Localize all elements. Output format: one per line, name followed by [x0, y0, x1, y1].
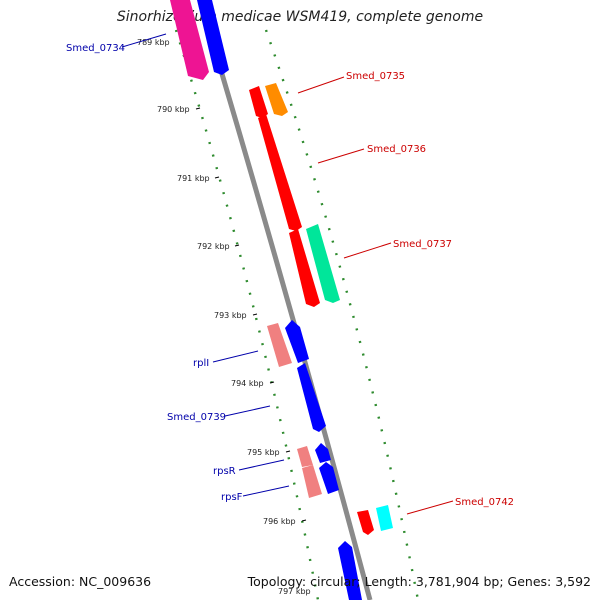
- gene-smed-0735-red[interactable]: [249, 86, 268, 118]
- label-rpll[interactable]: rplI: [193, 358, 209, 369]
- label-smed-0734[interactable]: Smed_0734: [66, 43, 125, 54]
- leader-lines: [121, 33, 454, 515]
- gc-track-outer: [264, 29, 420, 600]
- tick-793kbp: 793 kbp: [214, 311, 247, 320]
- genome-summary: Topology: circular; Length: 3,781,904 bp…: [247, 574, 591, 589]
- tick-790kbp: 790 kbp: [157, 105, 190, 114]
- gene-smed-0734-pink[interactable]: [170, 0, 209, 80]
- tick-792kbp: 792 kbp: [197, 242, 230, 251]
- tick-796kbp: 796 kbp: [263, 517, 296, 526]
- label-smed-0742[interactable]: Smed_0742: [455, 497, 514, 508]
- gene-smed-0742-cyan[interactable]: [376, 505, 393, 531]
- label-rpsr[interactable]: rpsR: [213, 466, 236, 477]
- tick-791kbp: 791 kbp: [177, 174, 210, 183]
- gene-rpsf-blue[interactable]: [319, 462, 339, 494]
- label-smed-0736[interactable]: Smed_0736: [367, 144, 426, 155]
- tick-797kbp: 797 kbp: [278, 587, 311, 596]
- gene-smed-0743-blue[interactable]: [338, 541, 362, 600]
- gene-smed-0739-blue[interactable]: [297, 363, 326, 432]
- gc-track-inner: [174, 29, 320, 600]
- gene-rpsr-blue[interactable]: [315, 443, 331, 463]
- label-smed-0739[interactable]: Smed_0739: [167, 412, 226, 423]
- gene-smed-0735-orange[interactable]: [265, 83, 288, 116]
- gene-smed-0736-red[interactable]: [258, 114, 302, 231]
- tick-794kbp: 794 kbp: [231, 379, 264, 388]
- gene-smed-0742-red[interactable]: [357, 510, 374, 535]
- gene-smed-0737-green[interactable]: [306, 224, 340, 303]
- gene-rpll-blue[interactable]: [285, 320, 309, 363]
- gene-rpsf-salmon[interactable]: [302, 465, 322, 498]
- accession-text: Accession: NC_009636: [9, 574, 152, 589]
- tick-marks: [183, 40, 307, 522]
- genome-backbone: [197, 0, 373, 600]
- label-smed-0735[interactable]: Smed_0735: [346, 71, 405, 82]
- tick-795kbp: 795 kbp: [247, 448, 280, 457]
- tick-789kbp: 789 kbp: [137, 38, 170, 47]
- label-rpsf[interactable]: rpsF: [221, 492, 243, 503]
- gene-smed-0737-red[interactable]: [289, 229, 320, 307]
- label-smed-0737[interactable]: Smed_0737: [393, 239, 452, 250]
- gene-rpsr-salmon[interactable]: [297, 446, 313, 467]
- gene-rpll-salmon[interactable]: [267, 323, 292, 367]
- gene-smed-0734-blue[interactable]: [197, 0, 229, 75]
